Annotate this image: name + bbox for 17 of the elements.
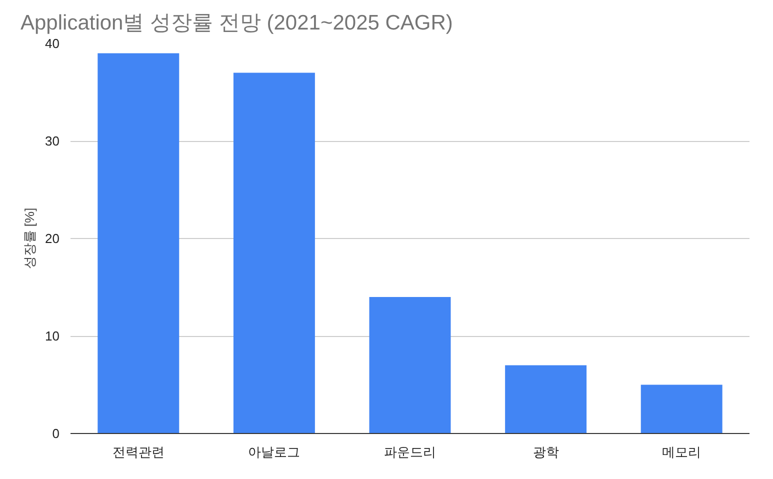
chart-title: Application별 성장률 전망 (2021~2025 CAGR): [20, 12, 453, 34]
y-tick-label: 40: [45, 36, 60, 51]
y-tick-label: 0: [52, 426, 60, 441]
bar: [640, 384, 722, 434]
bar: [98, 53, 180, 434]
x-tick-label: 파운드리: [384, 444, 436, 460]
x-tick-label: 광학: [532, 444, 559, 460]
y-tick-label: 10: [45, 328, 60, 344]
y-tick-label: 20: [45, 231, 60, 246]
bar: [505, 365, 587, 434]
bar: [369, 297, 451, 434]
y-axis-title: 성장률 [%]: [22, 208, 38, 270]
x-tick-label: 전력관련: [112, 444, 164, 460]
x-tick-label: 메모리: [662, 444, 702, 460]
x-tick-label: 아날로그: [248, 444, 300, 460]
bar: [233, 72, 315, 434]
y-tick-label: 30: [45, 134, 60, 148]
